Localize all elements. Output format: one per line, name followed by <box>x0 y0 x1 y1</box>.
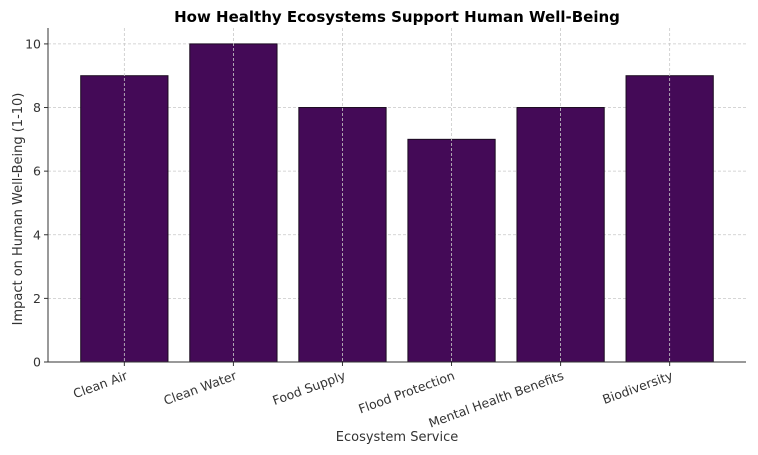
x-axis-label: Ecosystem Service <box>336 430 459 445</box>
y-tick-label: 10 <box>25 36 41 51</box>
x-tick-label: Clean Water <box>162 367 240 408</box>
x-tick-label: Flood Protection <box>356 368 456 417</box>
chart-title: How Healthy Ecosystems Support Human Wel… <box>174 8 620 26</box>
vertical-grid <box>123 28 671 362</box>
x-tick-label: Clean Air <box>71 367 130 401</box>
y-tick-label: 0 <box>33 355 41 370</box>
y-axis-label: Impact on Human Well-Being (1-10) <box>11 93 26 326</box>
x-tick-label: Food Supply <box>270 368 348 408</box>
y-ticks: 0 2 4 6 8 10 <box>25 36 48 370</box>
y-tick-label: 6 <box>33 164 41 179</box>
bars <box>80 43 714 363</box>
x-ticks: Clean Air Clean Water Food Supply Flood Pro… <box>71 362 675 431</box>
y-tick-label: 8 <box>33 100 41 115</box>
axes <box>47 28 746 363</box>
x-tick-label: Biodiversity <box>600 368 675 407</box>
y-tick-label: 2 <box>33 291 41 306</box>
y-tick-label: 4 <box>33 227 41 242</box>
